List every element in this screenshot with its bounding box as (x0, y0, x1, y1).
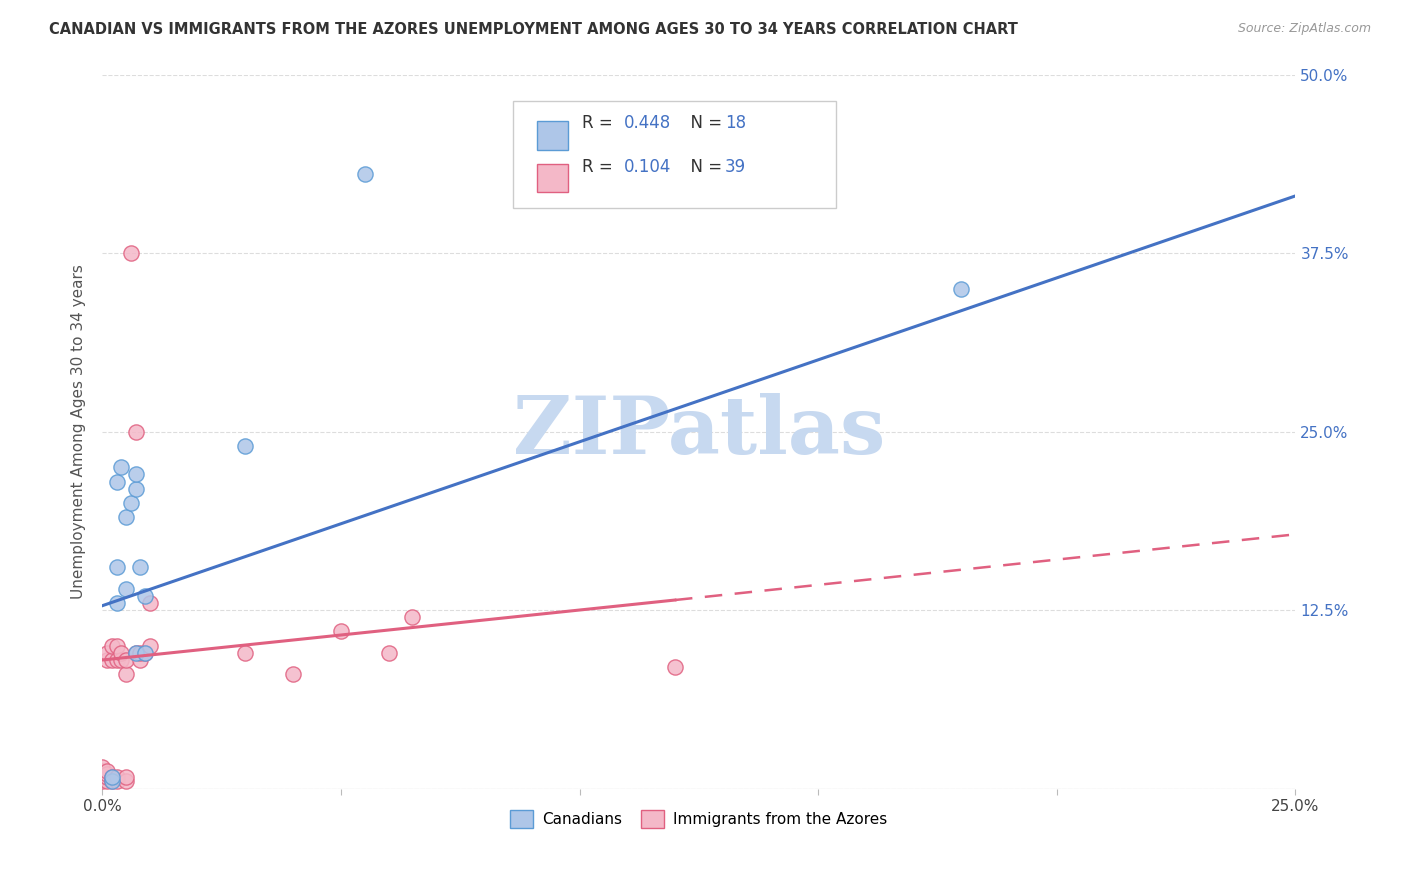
Point (100, 770, 122, 784)
Point (105, 475, 128, 489)
Legend: Canadians, Immigrants from the Azores: Canadians, Immigrants from the Azores (505, 804, 893, 834)
Point (96, 764, 118, 779)
Point (124, 482, 146, 496)
Point (115, 653, 138, 667)
Point (91, 764, 114, 779)
Point (105, 596, 128, 610)
Point (129, 653, 152, 667)
Point (105, 770, 128, 784)
Point (100, 653, 122, 667)
Point (105, 560, 128, 574)
Point (115, 510, 138, 524)
Point (100, 639, 122, 653)
Point (124, 646, 146, 660)
Point (115, 770, 138, 784)
Point (105, 774, 128, 789)
Point (129, 560, 152, 574)
Point (134, 589, 156, 603)
Point (129, 646, 152, 660)
Point (91, 767, 114, 781)
Point (139, 596, 162, 610)
Point (115, 582, 138, 596)
Y-axis label: Unemployment Among Ages 30 to 34 years: Unemployment Among Ages 30 to 34 years (72, 264, 86, 599)
Point (115, 774, 138, 789)
Text: R =: R = (582, 114, 617, 132)
Point (124, 646, 146, 660)
Point (100, 770, 122, 784)
Point (664, 660, 686, 674)
Point (950, 282, 973, 296)
Point (105, 639, 128, 653)
Point (139, 639, 162, 653)
Point (120, 246, 142, 260)
Text: CANADIAN VS IMMIGRANTS FROM THE AZORES UNEMPLOYMENT AMONG AGES 30 TO 34 YEARS CO: CANADIAN VS IMMIGRANTS FROM THE AZORES U… (49, 22, 1018, 37)
Point (100, 774, 122, 789)
Point (115, 667, 138, 681)
Point (281, 667, 304, 681)
Point (91, 770, 114, 784)
Point (377, 646, 399, 660)
Point (401, 610, 423, 624)
Point (105, 653, 128, 667)
Text: 0.448: 0.448 (624, 114, 671, 132)
Point (110, 646, 132, 660)
Point (124, 425, 146, 439)
Point (110, 653, 132, 667)
Text: Source: ZipAtlas.com: Source: ZipAtlas.com (1237, 22, 1371, 36)
Point (110, 460, 132, 475)
Point (96, 646, 118, 660)
Point (235, 646, 257, 660)
Text: 0.104: 0.104 (624, 158, 671, 176)
Text: R =: R = (582, 158, 617, 176)
Point (96, 767, 118, 781)
Point (91, 760, 114, 774)
Point (96, 653, 118, 667)
Point (91, 774, 114, 789)
Point (134, 646, 156, 660)
Point (329, 624, 352, 639)
Point (235, 439, 257, 453)
Text: 18: 18 (725, 114, 747, 132)
Text: N =: N = (681, 158, 727, 176)
Text: N =: N = (681, 114, 727, 132)
Text: ZIPatlas: ZIPatlas (513, 392, 884, 470)
Point (120, 496, 142, 510)
Point (100, 774, 122, 789)
Point (96, 770, 118, 784)
Text: 39: 39 (725, 158, 747, 176)
Point (96, 774, 118, 789)
Point (353, 168, 375, 182)
Point (124, 467, 146, 482)
Point (134, 646, 156, 660)
